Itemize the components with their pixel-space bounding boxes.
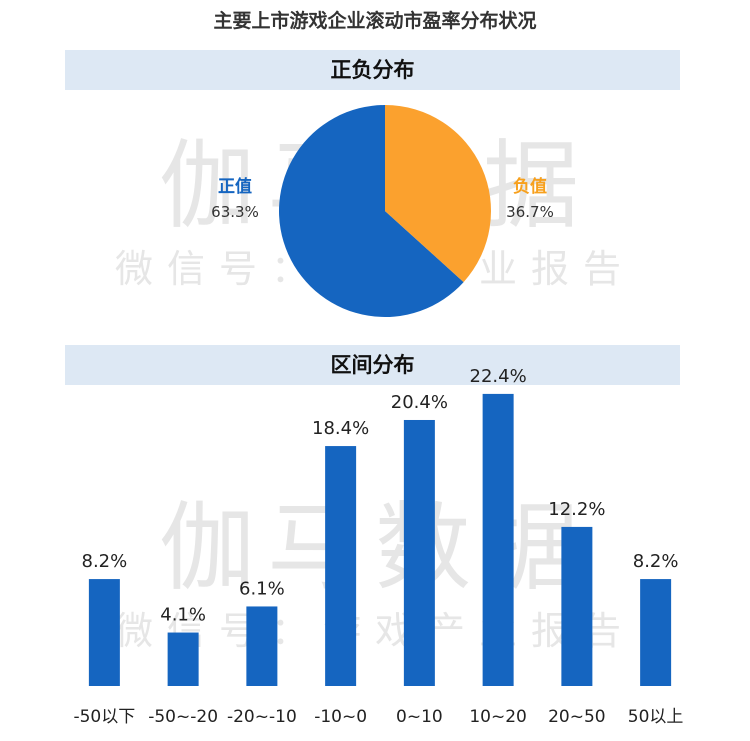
pie-label-positive-name: 正值: [218, 177, 252, 197]
bar-value-label-5: 22.4%: [470, 366, 527, 387]
x-tick-label-1: -50~-20: [148, 707, 218, 727]
bar-value-label-0: 8.2%: [82, 551, 128, 572]
bar-value-label-2: 6.1%: [239, 578, 285, 599]
chart-title: 主要上市游戏企业滚动市盈率分布状况: [213, 10, 537, 32]
pie-label-negative: 负值 36.7%: [495, 172, 565, 221]
pie-label-positive-value: 63.3%: [211, 203, 259, 221]
bar-value-label-1: 4.1%: [160, 605, 206, 626]
bar-value-label-6: 12.2%: [548, 499, 605, 520]
bar-value-label-7: 8.2%: [633, 551, 679, 572]
pie-section-header: 正负分布: [65, 50, 680, 90]
bar-0: [88, 579, 120, 686]
bar-5: [482, 393, 514, 686]
bar-value-label-4: 20.4%: [391, 392, 448, 413]
pie-label-negative-value: 36.7%: [506, 203, 554, 221]
pie-label-negative-name: 负值: [513, 177, 547, 197]
bar-4: [403, 419, 435, 686]
pie-slice-0: [279, 105, 464, 317]
bar-1: [167, 632, 199, 686]
bar-6: [561, 526, 593, 686]
x-tick-label-3: -10~0: [314, 707, 367, 727]
bar-value-label-3: 18.4%: [312, 418, 369, 439]
bar-7: [640, 579, 672, 686]
x-tick-label-4: 0~10: [396, 707, 443, 727]
bar-section-header: 区间分布: [65, 345, 680, 385]
pie-label-positive: 正值 63.3%: [200, 172, 270, 221]
x-tick-label-6: 20~50: [548, 707, 606, 727]
x-tick-label-5: 10~20: [469, 707, 527, 727]
x-tick-label-2: -20~-10: [227, 707, 297, 727]
bar-3: [325, 446, 357, 686]
pie-slice-1: [385, 105, 492, 283]
watermark-sub: 微信号：游戏产业报告: [114, 609, 635, 653]
x-tick-label-7: 50以上: [628, 707, 684, 727]
bar-2: [246, 606, 278, 686]
x-tick-label-0: -50以下: [73, 707, 135, 727]
